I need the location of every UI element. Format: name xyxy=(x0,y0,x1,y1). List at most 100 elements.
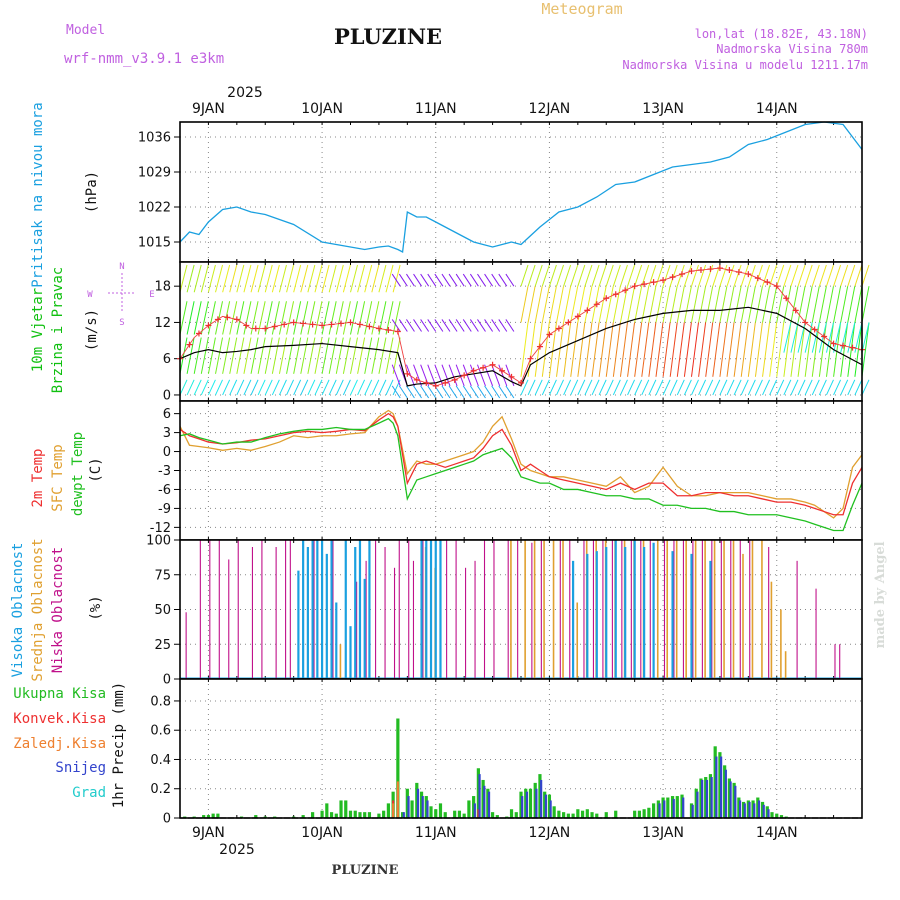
wind-barb xyxy=(534,322,543,377)
total-rain-bar xyxy=(358,812,362,818)
wind-barb xyxy=(271,264,280,293)
wind-barb xyxy=(534,286,543,323)
wind-gust-marker xyxy=(366,323,373,330)
wind-barb xyxy=(342,337,351,374)
compass-label: N xyxy=(119,262,124,272)
wind-gust-marker xyxy=(404,370,411,377)
total-rain-bar xyxy=(363,812,367,818)
wind-gust-marker xyxy=(565,319,572,326)
wind-gust-marker xyxy=(830,340,837,347)
wind-barb xyxy=(641,286,650,323)
wind-barb xyxy=(534,379,543,396)
wind-barb xyxy=(462,385,472,399)
cloud-title-1: Visoka Oblacnost xyxy=(10,543,26,678)
total-rain-bar xyxy=(547,794,552,818)
product-title: Meteogram xyxy=(541,0,622,18)
wind-barb xyxy=(434,273,444,287)
snow-bar xyxy=(407,796,410,818)
wind-barb xyxy=(371,379,380,396)
wind-barb xyxy=(193,379,202,396)
wind-gust-marker xyxy=(309,321,316,328)
wind-barb xyxy=(357,337,366,374)
wind-barb xyxy=(570,322,579,377)
wind-barb xyxy=(335,264,344,293)
wind-barb xyxy=(420,273,430,287)
snow-bar xyxy=(757,800,761,818)
precip-legend-item: Konvek.Kisa xyxy=(13,711,106,727)
wind-barb xyxy=(207,337,216,374)
wind-barb xyxy=(541,322,550,377)
wind-barb xyxy=(321,264,330,293)
wind-barb xyxy=(391,273,401,287)
wind-barb xyxy=(847,286,856,323)
wind-barb xyxy=(300,301,309,335)
wind-barb xyxy=(385,337,394,374)
wind-barb xyxy=(307,379,316,396)
wind-gust-marker xyxy=(480,364,487,371)
wind-barb xyxy=(591,379,600,396)
wind-barb xyxy=(357,379,366,396)
wind-barb xyxy=(577,322,586,377)
wind-barb xyxy=(342,379,351,396)
wind-barb xyxy=(605,286,614,323)
wind-barb xyxy=(804,379,813,396)
panel-background xyxy=(180,122,862,262)
wind-barb xyxy=(627,379,636,396)
freezing-rain-bar xyxy=(392,803,395,818)
y-tick-label: 0 xyxy=(163,812,171,827)
snow-bar xyxy=(682,797,685,818)
total-rain-bar xyxy=(254,815,258,818)
wind-barb xyxy=(797,264,806,287)
wind-barb xyxy=(293,337,302,374)
wind-barb xyxy=(683,264,692,287)
wind-gust-marker xyxy=(300,320,307,327)
freezing-rain-bar xyxy=(396,781,399,818)
wind-barb xyxy=(469,385,479,399)
wind-barb xyxy=(634,264,643,287)
wind-barb xyxy=(520,322,529,377)
wind-barb xyxy=(747,379,756,396)
temp-title-3: dewpt Temp xyxy=(70,432,86,516)
wind-barb xyxy=(598,264,607,287)
wind-barb xyxy=(293,264,302,293)
wind-barb xyxy=(413,385,422,399)
total-rain-bar xyxy=(329,812,334,818)
wind-gust-marker xyxy=(328,321,335,328)
total-rain-bar xyxy=(661,797,665,818)
wind-barb xyxy=(236,264,245,293)
wind-barb xyxy=(691,379,699,396)
wind-barb xyxy=(307,301,316,335)
total-rain-bar xyxy=(566,813,570,818)
snow-bar xyxy=(672,798,675,818)
wind-barb xyxy=(662,379,671,396)
wind-barb xyxy=(335,301,344,335)
wind-barb xyxy=(264,337,273,374)
y-tick-label: 1029 xyxy=(138,166,171,181)
wind-gust-marker xyxy=(679,271,686,278)
wind-barb xyxy=(520,379,529,396)
total-rain-bar xyxy=(779,815,784,818)
wind-barb xyxy=(740,322,749,377)
wind-gust-marker xyxy=(527,355,534,362)
total-rain-bar xyxy=(400,812,405,818)
wind-gust-marker xyxy=(262,325,269,332)
wind-barb xyxy=(790,322,799,377)
y-tick-label: 12 xyxy=(154,316,171,331)
wind-barb xyxy=(804,322,813,353)
y-tick-label: 0 xyxy=(163,388,171,403)
total-rain-bar xyxy=(434,809,438,818)
wind-barb xyxy=(427,385,437,399)
wind-barb xyxy=(434,364,444,387)
wind-barb xyxy=(825,322,834,353)
wind-gust-marker xyxy=(432,382,439,389)
total-rain-bar xyxy=(419,791,424,818)
wind-barb xyxy=(541,264,550,287)
wind-barb xyxy=(307,264,316,293)
wind-barb xyxy=(200,379,209,396)
total-rain-bar xyxy=(694,788,698,818)
wind-gust-marker xyxy=(224,314,231,321)
snow-bar xyxy=(724,769,727,818)
wind-barb xyxy=(350,301,358,335)
total-rain-bar xyxy=(647,807,651,818)
wind-barb xyxy=(250,301,259,335)
